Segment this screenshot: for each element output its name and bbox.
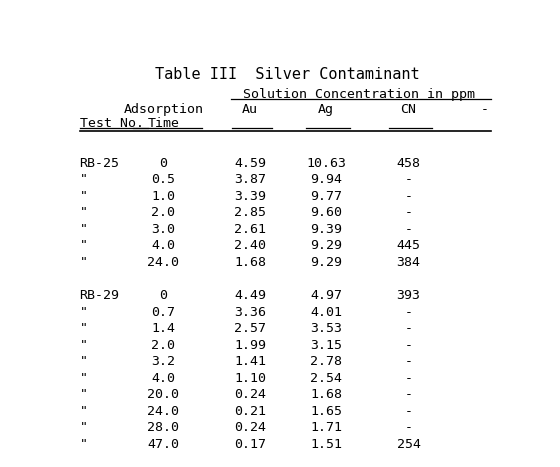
Text: 1.0: 1.0: [151, 190, 175, 203]
Text: 445: 445: [396, 240, 421, 253]
Text: 2.0: 2.0: [151, 339, 175, 352]
Text: 9.29: 9.29: [310, 256, 342, 269]
Text: ": ": [80, 339, 87, 352]
Text: RB-29: RB-29: [80, 289, 119, 302]
Text: 393: 393: [396, 289, 421, 302]
Text: ": ": [80, 355, 87, 368]
Text: 4.97: 4.97: [310, 289, 342, 302]
Text: 28.0: 28.0: [147, 421, 179, 434]
Text: -: -: [404, 322, 413, 335]
Text: Time: Time: [147, 117, 179, 130]
Text: ": ": [80, 305, 87, 318]
Text: 3.15: 3.15: [310, 339, 342, 352]
Text: CN: CN: [400, 103, 417, 116]
Text: 4.0: 4.0: [151, 372, 175, 385]
Text: 9.60: 9.60: [310, 206, 342, 219]
Text: -: -: [480, 103, 488, 116]
Text: 20.0: 20.0: [147, 388, 179, 401]
Text: -: -: [404, 388, 413, 401]
Text: ": ": [80, 438, 87, 451]
Text: 1.65: 1.65: [310, 405, 342, 418]
Text: ": ": [80, 240, 87, 253]
Text: 4.01: 4.01: [310, 305, 342, 318]
Text: 0.5: 0.5: [151, 173, 175, 186]
Text: 0.21: 0.21: [234, 405, 266, 418]
Text: 24.0: 24.0: [147, 256, 179, 269]
Text: 384: 384: [396, 256, 421, 269]
Text: 3.0: 3.0: [151, 223, 175, 236]
Text: 2.85: 2.85: [234, 206, 266, 219]
Text: -: -: [404, 355, 413, 368]
Text: Solution Concentration in ppm: Solution Concentration in ppm: [242, 88, 475, 101]
Text: -: -: [404, 305, 413, 318]
Text: 0.24: 0.24: [234, 421, 266, 434]
Text: -: -: [404, 223, 413, 236]
Text: Adsorption: Adsorption: [123, 103, 203, 116]
Text: ": ": [80, 322, 87, 335]
Text: Ag: Ag: [318, 103, 334, 116]
Text: ": ": [80, 372, 87, 385]
Text: Table III  Silver Contaminant: Table III Silver Contaminant: [155, 67, 419, 82]
Text: 3.39: 3.39: [234, 190, 266, 203]
Text: RB-25: RB-25: [80, 157, 119, 170]
Text: 2.0: 2.0: [151, 206, 175, 219]
Text: ": ": [80, 388, 87, 401]
Text: 458: 458: [396, 157, 421, 170]
Text: -: -: [404, 190, 413, 203]
Text: 2.61: 2.61: [234, 223, 266, 236]
Text: 10.63: 10.63: [306, 157, 346, 170]
Text: 3.53: 3.53: [310, 322, 342, 335]
Text: 9.39: 9.39: [310, 223, 342, 236]
Text: 1.68: 1.68: [234, 256, 266, 269]
Text: ": ": [80, 173, 87, 186]
Text: -: -: [404, 339, 413, 352]
Text: 2.78: 2.78: [310, 355, 342, 368]
Text: 0: 0: [159, 157, 167, 170]
Text: Au: Au: [242, 103, 258, 116]
Text: 3.2: 3.2: [151, 355, 175, 368]
Text: 9.77: 9.77: [310, 190, 342, 203]
Text: -: -: [404, 405, 413, 418]
Text: ": ": [80, 223, 87, 236]
Text: ": ": [80, 190, 87, 203]
Text: 1.99: 1.99: [234, 339, 266, 352]
Text: 0.17: 0.17: [234, 438, 266, 451]
Text: 1.41: 1.41: [234, 355, 266, 368]
Text: 2.40: 2.40: [234, 240, 266, 253]
Text: 1.51: 1.51: [310, 438, 342, 451]
Text: 1.71: 1.71: [310, 421, 342, 434]
Text: -: -: [404, 173, 413, 186]
Text: 4.49: 4.49: [234, 289, 266, 302]
Text: ": ": [80, 405, 87, 418]
Text: 0: 0: [159, 289, 167, 302]
Text: 254: 254: [396, 438, 421, 451]
Text: 9.94: 9.94: [310, 173, 342, 186]
Text: 2.54: 2.54: [310, 372, 342, 385]
Text: 0.7: 0.7: [151, 305, 175, 318]
Text: Test No.: Test No.: [80, 117, 143, 130]
Text: 9.29: 9.29: [310, 240, 342, 253]
Text: ": ": [80, 206, 87, 219]
Text: 2.57: 2.57: [234, 322, 266, 335]
Text: 0.24: 0.24: [234, 388, 266, 401]
Text: 1.4: 1.4: [151, 322, 175, 335]
Text: 1.10: 1.10: [234, 372, 266, 385]
Text: ": ": [80, 421, 87, 434]
Text: -: -: [404, 206, 413, 219]
Text: 3.36: 3.36: [234, 305, 266, 318]
Text: 3.87: 3.87: [234, 173, 266, 186]
Text: 1.68: 1.68: [310, 388, 342, 401]
Text: -: -: [404, 372, 413, 385]
Text: -: -: [404, 421, 413, 434]
Text: 24.0: 24.0: [147, 405, 179, 418]
Text: 47.0: 47.0: [147, 438, 179, 451]
Text: 4.59: 4.59: [234, 157, 266, 170]
Text: 4.0: 4.0: [151, 240, 175, 253]
Text: ": ": [80, 256, 87, 269]
